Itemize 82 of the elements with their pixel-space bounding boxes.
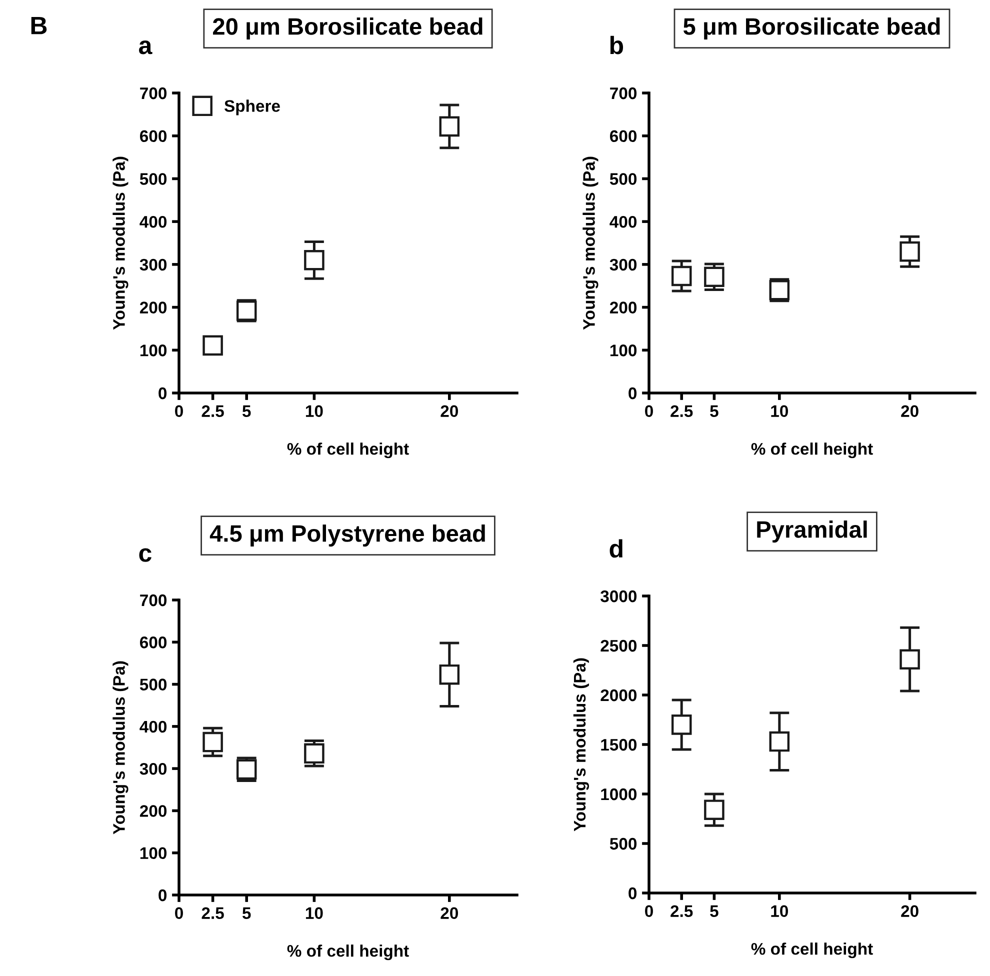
point [439,116,460,137]
y-tick-label: 600 [610,130,637,142]
text: b [610,36,624,54]
x-tick-label: 20 [440,405,458,418]
x-tick-label: 10 [306,907,323,920]
y-tick-label: 400 [610,216,637,228]
y-tick-label: 100 [610,344,637,356]
y-tick-label: 400 [140,216,167,228]
point [304,250,324,270]
chart-title: 4.5 μm Polystyrene bead [210,524,485,547]
point [304,743,324,764]
y-tick-label: 300 [610,258,637,271]
y-tick-label: 100 [140,344,167,356]
point [769,731,790,752]
y-tick-label: 200 [140,302,167,314]
x-axis-title: % of cell height [287,944,409,960]
x-tick-label: 10 [771,905,788,918]
y-tick-label: 0 [158,889,167,902]
text: d [610,539,622,558]
y-tick-label: 1000 [601,788,637,800]
y-tick-label: 300 [140,762,167,775]
x-tick-label: 0 [645,405,653,418]
x-axis-title: % of cell height [751,942,873,958]
point [671,714,692,735]
y-tick-label: 1500 [601,738,637,751]
y-tick-label: 3000 [600,590,637,602]
y-tick-label: 100 [140,847,167,860]
y-tick-label: 600 [140,636,167,648]
text: c [139,548,152,562]
point [704,800,724,820]
text: B [31,16,47,34]
y-tick-label: 500 [140,173,167,185]
chart-title: Pyramidal [757,520,867,543]
x-tick-label: 0 [645,905,653,918]
x-tick-label: 0 [175,405,183,418]
y-tick-label: 500 [140,678,167,690]
y-tick-label: 200 [610,302,637,314]
point [202,732,223,752]
x-tick-label: 2.5 [202,405,224,418]
legend-label: Sphere [224,100,280,116]
y-tick-label: 200 [140,805,167,817]
x-tick-label: 2.5 [670,905,693,918]
x-tick-label: 5 [710,905,718,918]
x-axis-title: % of cell height [751,442,873,458]
y-tick-label: 500 [610,173,637,185]
x-tick-label: 5 [242,907,251,920]
x-tick-label: 5 [242,405,251,418]
x-tick-label: 5 [710,405,718,418]
x-tick-label: 10 [771,405,788,418]
y-tick-label: 0 [158,387,167,400]
y-tick-label: 300 [140,258,167,271]
x-tick-label: 0 [175,907,183,920]
text: a [138,40,152,54]
y-tick-label: 700 [610,87,637,100]
point [704,266,724,287]
y-tick-label: 0 [628,887,637,900]
point [900,649,920,670]
x-tick-label: 2.5 [202,907,224,920]
y-tick-label: 700 [140,87,167,100]
x-tick-label: 10 [306,405,323,418]
point [439,664,460,685]
x-axis-title: % of cell height [287,442,409,458]
y-tick-label: 2500 [600,640,637,652]
y-axis-title: Young's modulus (Pa) [112,156,128,330]
y-tick-label: 2000 [600,689,637,702]
chart-title: 5 μm Borosilicate bead [683,18,940,40]
point [202,335,223,356]
y-tick-label: 0 [628,387,637,400]
point [671,266,692,286]
y-axis-title: Young's modulus (Pa) [582,156,598,330]
x-tick-label: 20 [440,907,458,920]
y-tick-label: 500 [610,838,637,850]
x-tick-label: 2.5 [670,405,693,418]
point [900,241,920,262]
y-tick-label: 700 [140,594,167,606]
y-axis-title: Young's modulus (Pa) [112,661,128,834]
chart-title: 20 μm Borosilicate bead [213,18,482,40]
y-axis-title: Young's modulus (Pa) [573,658,590,832]
x-tick-label: 20 [901,405,918,418]
y-tick-label: 600 [140,130,167,142]
y-tick-label: 400 [140,720,167,733]
x-tick-label: 20 [901,905,918,918]
